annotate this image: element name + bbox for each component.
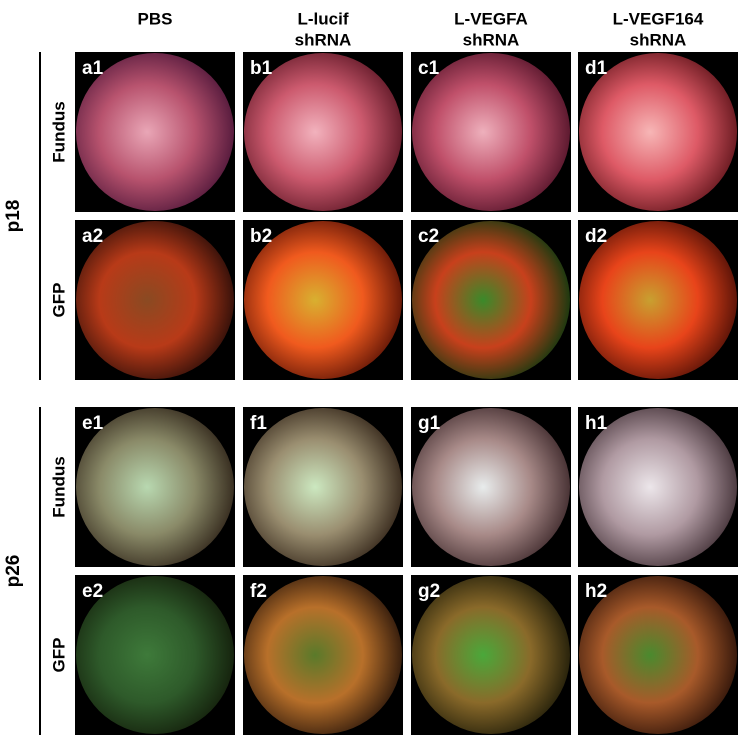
panel-label: b2 xyxy=(250,226,272,247)
fundus-image xyxy=(412,53,570,211)
group-label: p26 xyxy=(3,555,24,588)
panel-label: h2 xyxy=(585,581,607,602)
panel-label: c2 xyxy=(418,226,439,247)
panel-label: a2 xyxy=(82,226,103,247)
fundus-image xyxy=(412,221,570,379)
row-label: Fundus xyxy=(49,101,68,162)
column-header: shRNA xyxy=(630,30,687,49)
panel-label: c1 xyxy=(418,58,440,79)
fundus-image xyxy=(579,408,737,566)
panel-label: b1 xyxy=(250,58,273,79)
row-label: GFP xyxy=(49,283,68,318)
fundus-image xyxy=(76,408,234,566)
column-header: shRNA xyxy=(295,30,352,49)
panel-label: a1 xyxy=(82,58,104,79)
fundus-image xyxy=(579,221,737,379)
fundus-image xyxy=(244,576,402,734)
column-header: PBS xyxy=(138,9,173,28)
row-label: GFP xyxy=(49,638,68,673)
panel-label: d2 xyxy=(585,226,607,247)
column-header: L-lucif xyxy=(298,9,349,28)
column-header: L-VEGF164 xyxy=(613,9,704,28)
fundus-image xyxy=(412,408,570,566)
fundus-image xyxy=(76,221,234,379)
panel-label: e1 xyxy=(82,413,104,434)
fundus-image xyxy=(579,576,737,734)
row-label: Fundus xyxy=(49,456,68,517)
fundus-image xyxy=(76,576,234,734)
column-header: L-VEGFA xyxy=(454,9,528,28)
panel-label: d1 xyxy=(585,58,608,79)
fundus-image xyxy=(244,221,402,379)
panel-label: g1 xyxy=(418,413,441,434)
group-label: p18 xyxy=(3,200,24,233)
fundus-image xyxy=(244,408,402,566)
fundus-image xyxy=(412,576,570,734)
panel-label: f1 xyxy=(250,413,267,434)
fundus-image xyxy=(244,53,402,211)
column-header: shRNA xyxy=(463,30,520,49)
panel-label: e2 xyxy=(82,581,103,602)
fundus-image xyxy=(579,53,737,211)
fundus-image xyxy=(76,53,234,211)
panel-label: h1 xyxy=(585,413,608,434)
panel-label: f2 xyxy=(250,581,267,602)
panel-label: g2 xyxy=(418,581,440,602)
